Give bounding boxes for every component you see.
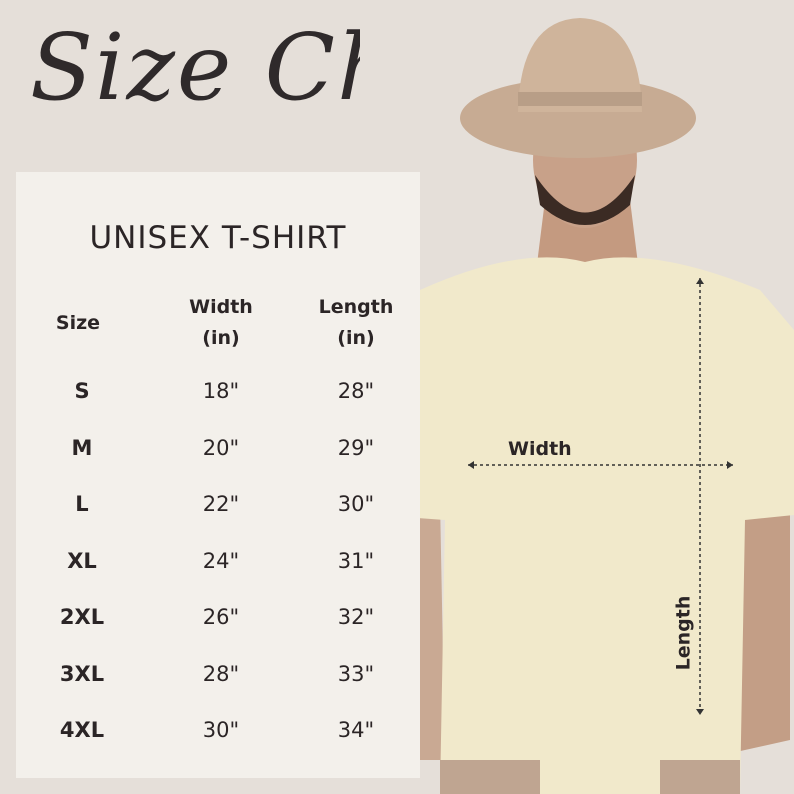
cell-length: 30": [337, 492, 375, 516]
header-length: Length (in): [296, 292, 416, 354]
size-table-panel: UNISEX T-SHIRT Size Width (in) Length (i…: [16, 172, 420, 778]
header-length-line2: (in): [337, 327, 375, 349]
cell-width: 18": [202, 379, 240, 403]
cell-size: L: [75, 492, 89, 516]
cell-length: 31": [337, 548, 375, 573]
header-width: Width (in): [161, 292, 281, 354]
cell-length: 32": [337, 605, 375, 629]
cell-width: 22": [202, 492, 240, 516]
length-label: Length: [672, 595, 695, 671]
cell-size: 4XL: [59, 718, 105, 742]
cell-length: 29": [337, 435, 375, 460]
cell-size: 3XL: [59, 661, 105, 686]
header-length-line1: Length: [318, 296, 394, 318]
cell-width: 26": [202, 605, 240, 629]
hat-crown: [518, 18, 642, 112]
cell-length: 33": [337, 661, 375, 686]
header-width-line1: Width: [189, 296, 253, 318]
cell-size: S: [74, 379, 90, 403]
tshirt: [376, 257, 794, 794]
header-width-line2: (in): [202, 327, 240, 349]
cell-size: XL: [67, 548, 97, 573]
beard: [535, 175, 635, 225]
cell-width: 28": [202, 661, 240, 686]
cell-width: 30": [202, 718, 240, 742]
header-size: Size: [55, 312, 101, 334]
cell-size: 2XL: [59, 605, 105, 629]
cell-length: 28": [337, 379, 375, 403]
cell-length: 34": [337, 718, 375, 742]
cell-width: 20": [202, 435, 240, 460]
product-subtitle: UNISEX T-SHIRT: [89, 220, 347, 256]
model-photo: [360, 0, 794, 794]
cell-width: 24": [202, 548, 240, 573]
cell-size: M: [71, 435, 93, 460]
width-label: Width: [508, 438, 572, 460]
